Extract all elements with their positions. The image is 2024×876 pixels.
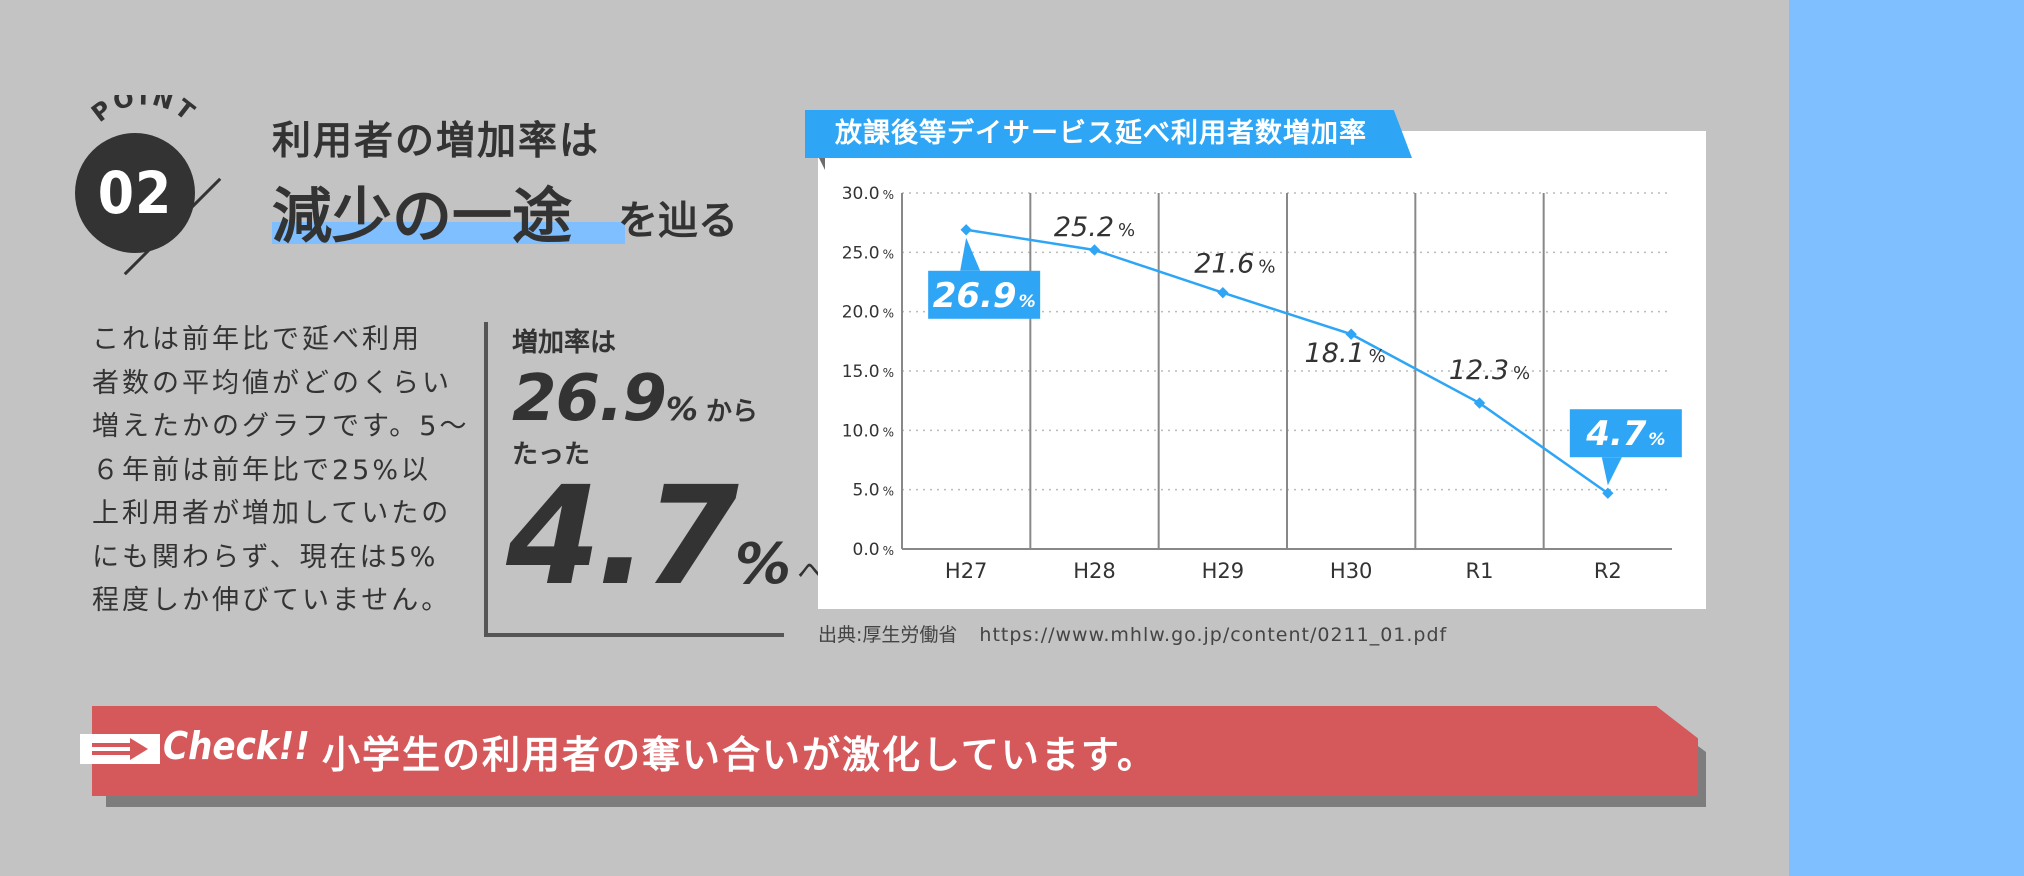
check-label: Check!! [163,724,310,768]
body-line: 程度しか伸びていません。 [92,585,452,616]
data-label-callout-tail [960,237,981,271]
heading-emphasis: 減少の一途 [272,182,572,252]
callout-start-value: 26.9 [512,362,667,436]
y-tick-label: 15.0% [842,362,894,382]
callout-line3: たった [512,440,591,470]
heading-line1: 利用者の増加率は [272,119,601,164]
x-tick-label: H29 [1202,559,1245,583]
y-tick-label: 25.0% [842,243,894,263]
check-banner [92,706,1698,796]
callout-frame-vertical [484,322,488,637]
body-line: これは前年比で延べ利用 [92,324,422,355]
data-label-callout-tail [1601,457,1622,486]
callout-start-suffix: から [705,397,758,427]
data-label: 18.1% [1305,338,1386,369]
x-tick-label: R2 [1594,559,1622,583]
x-tick-label: H27 [945,559,988,583]
data-label-callout [928,270,1041,319]
heading-suffix: を辿る [618,198,738,244]
callout-end-unit: % [734,532,792,597]
body-line: 増えたかのグラフです。5〜 [92,411,470,442]
x-tick-label: R1 [1466,559,1494,583]
data-label: 12.3% [1449,355,1530,386]
callout-start-unit: % [665,390,698,428]
data-point [1345,328,1357,340]
data-point [1088,244,1101,256]
y-tick-label: 10.0% [842,421,894,441]
source-note: 出典:厚生労働省 https://www.mhlw.go.jp/content/0… [818,620,1447,647]
y-tick-label: 20.0% [842,303,894,323]
y-tick-label: 5.0% [853,481,894,501]
callout-line1: 増加率は [512,328,617,358]
data-point [1602,487,1614,499]
point-badge [75,133,195,253]
point-number: 02 [97,159,173,227]
data-point [1217,287,1229,299]
body-line: 上利用者が増加していたの [92,498,452,529]
chart-title-bar [805,110,1412,158]
arrow-right-icon [80,734,160,764]
x-tick-label: H28 [1073,559,1116,583]
body-line: にも関わらず、現在は5% [92,541,439,573]
data-label: 4.7% [1585,414,1665,454]
data-point [1473,397,1486,409]
data-label: 25.2% [1054,212,1135,243]
x-tick-label: H30 [1330,559,1373,583]
series-line [965,228,1609,495]
y-tick-label: 30.0% [842,184,894,204]
chart-panel [818,131,1706,609]
callout-frame-horizontal [484,633,784,637]
point-label-arc: POINT [86,95,199,128]
callout-start-value-row: 26.9% から [512,362,758,436]
check-message: 小学生の利用者の奪い合いが激化しています。 [322,733,1158,777]
source-url: https://www.mhlw.go.jp/content/0211_01.p… [979,624,1448,646]
data-label: 21.6% [1194,249,1275,280]
callout-end-value-row: 4.7% へ [506,458,827,616]
heading-highlight-bar [272,222,625,244]
chart-title: 放課後等デイサービス延べ利用者数増加率 [835,118,1367,149]
data-label-callout [1569,409,1682,458]
data-label: 26.9% [933,276,1036,316]
callout-end-value: 4.7 [506,458,739,616]
y-tick-label: 0.0% [853,540,894,560]
side-color-strip [1789,0,2024,876]
source-label: 出典:厚生労働省 [818,624,958,646]
body-line: ６年前は前年比で25%以 [92,454,432,486]
body-line: 者数の平均値がどのくらい [92,367,452,399]
data-point [960,224,972,236]
body-paragraph: これは前年比で延べ利用 者数の平均値がどのくらい 増えたかのグラフです。5〜 ６… [92,318,472,623]
